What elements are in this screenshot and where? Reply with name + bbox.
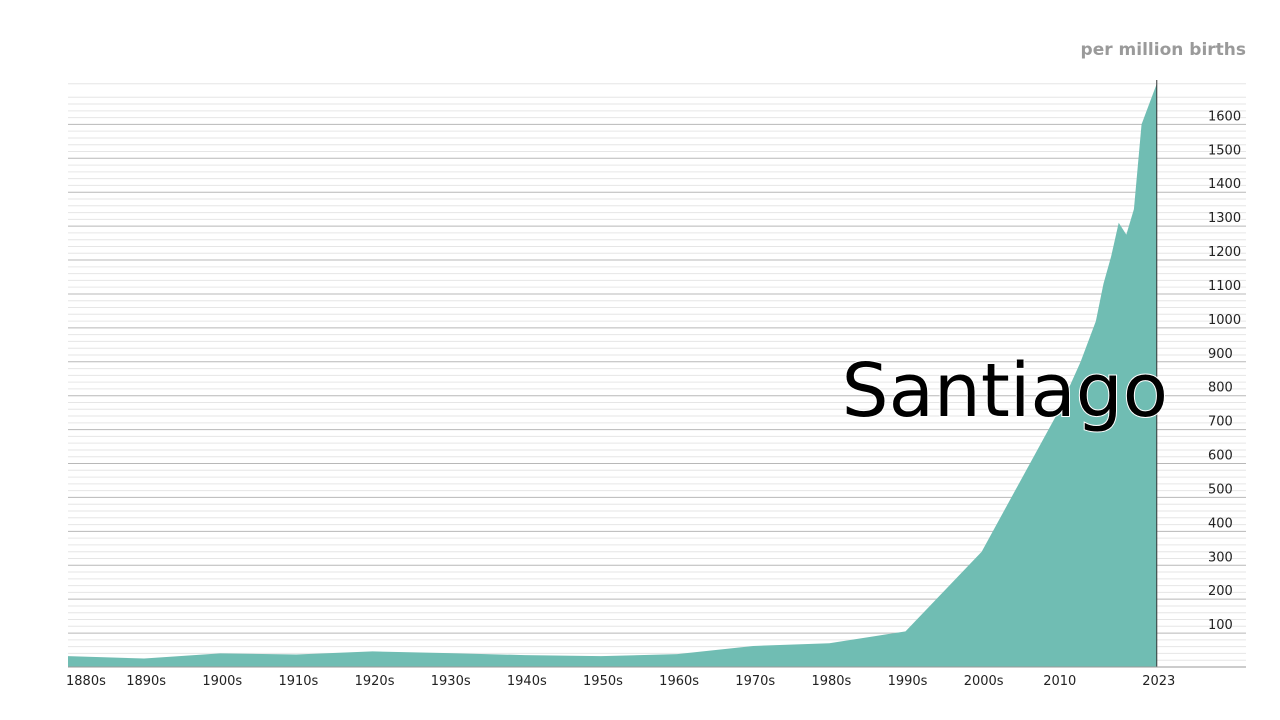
x-tick-label: 1980s — [811, 674, 851, 689]
y-tick-label: 700 — [1208, 415, 1233, 430]
y-tick-label: 900 — [1208, 347, 1233, 362]
x-axis-ticks: 1880s 1890s 1900s 1910s 1920s 1930s 1940s 1950s… — [66, 674, 1175, 689]
name-label: Santiago — [842, 348, 1168, 434]
area-layer — [68, 83, 1157, 667]
x-tick-label: 1930s — [431, 674, 471, 689]
major-gridlines — [68, 123, 1246, 634]
x-tick-label: 2000s — [964, 674, 1004, 689]
y-tick-label: 1200 — [1208, 245, 1241, 260]
x-tick-label: 1970s — [735, 674, 775, 689]
y-tick-label: 800 — [1208, 381, 1233, 396]
y-tick-label: 1600 — [1208, 109, 1241, 124]
x-tick-label: 1920s — [355, 674, 395, 689]
x-tick-label: 2023 — [1142, 674, 1175, 689]
x-tick-label: 1900s — [202, 674, 242, 689]
y-tick-label: 1500 — [1208, 143, 1241, 158]
y-tick-label: 1400 — [1208, 177, 1241, 192]
x-tick-label: 1890s — [126, 674, 166, 689]
unit-label: per million births — [1080, 40, 1246, 60]
x-tick-label: 2010 — [1043, 674, 1076, 689]
x-tick-label: 1960s — [659, 674, 699, 689]
x-tick-label: 1880s — [66, 674, 106, 689]
y-tick-label: 200 — [1208, 584, 1233, 599]
x-tick-label: 1990s — [888, 674, 928, 689]
series-area — [68, 83, 1157, 667]
y-tick-label: 500 — [1208, 482, 1233, 497]
y-tick-label: 600 — [1208, 449, 1233, 464]
x-tick-label: 1940s — [507, 674, 547, 689]
y-tick-label: 100 — [1208, 618, 1233, 633]
y-tick-label: 300 — [1208, 550, 1233, 565]
y-tick-label: 400 — [1208, 516, 1233, 531]
y-tick-label: 1000 — [1208, 313, 1241, 328]
y-tick-label: 1300 — [1208, 211, 1241, 226]
x-tick-label: 1910s — [278, 674, 318, 689]
y-axis-ticks: 100 200 300 400 500 600 700 800 900 1000 1100 1200 1… — [1208, 109, 1241, 633]
x-tick-label: 1950s — [583, 674, 623, 689]
y-tick-label: 1100 — [1208, 279, 1241, 294]
